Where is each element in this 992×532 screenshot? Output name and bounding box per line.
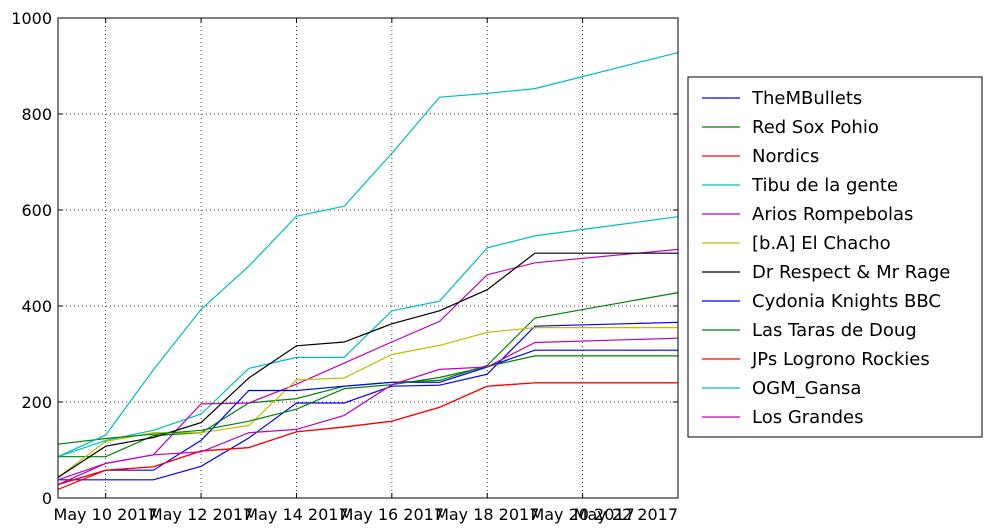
legend-label: Arios Rompebolas bbox=[752, 204, 913, 225]
series-line bbox=[57, 52, 679, 458]
grid-lines bbox=[58, 18, 679, 498]
y-tick-label: 400 bbox=[21, 297, 52, 316]
legend-label: JPs Logrono Rockies bbox=[751, 349, 930, 370]
legend-label: Dr Respect & Mr Rage bbox=[752, 262, 950, 283]
legend-label: Tibu de la gente bbox=[751, 175, 898, 196]
y-tick-label: 600 bbox=[21, 201, 52, 220]
legend-label: OGM_Gansa bbox=[752, 378, 861, 399]
y-axis: 0 200 400 600 800 1000 bbox=[11, 9, 678, 508]
legend: TheMBullets Red Sox Pohio Nordics Tibu de l… bbox=[687, 76, 983, 438]
legend-label: Nordics bbox=[752, 146, 819, 167]
series-line bbox=[57, 382, 678, 486]
x-tick-label: May 20 2017 bbox=[530, 505, 634, 524]
y-tick-label: 0 bbox=[42, 489, 52, 508]
legend-label: Las Taras de Doug bbox=[752, 320, 917, 341]
series-line bbox=[57, 252, 678, 478]
plot-area-frame bbox=[57, 17, 679, 499]
series-line bbox=[58, 321, 679, 481]
y-tick-label: 200 bbox=[21, 393, 52, 412]
legend-frame bbox=[687, 76, 983, 438]
series-line bbox=[57, 248, 679, 486]
legend-label: Los Grandes bbox=[752, 407, 864, 428]
x-tick-label: May 22 2017 bbox=[574, 505, 678, 524]
legend-label: TheMBullets bbox=[751, 88, 862, 109]
series-lines bbox=[57, 52, 679, 490]
x-tick-label: May 14 2017 bbox=[244, 505, 348, 524]
y-tick-label: 800 bbox=[21, 105, 52, 124]
series-line bbox=[57, 327, 678, 478]
series-line bbox=[57, 349, 678, 486]
x-tick-label: May 18 2017 bbox=[435, 505, 539, 524]
x-tick-label: May 16 2017 bbox=[340, 505, 444, 524]
legend-label: [b.A] El Chacho bbox=[752, 233, 891, 254]
legend-label: Cydonia Knights BBC bbox=[752, 291, 941, 312]
series-line bbox=[57, 216, 679, 458]
x-tick-label: May 12 2017 bbox=[149, 505, 253, 524]
legend-label: Red Sox Pohio bbox=[752, 117, 879, 138]
x-tick-label: May 10 2017 bbox=[54, 505, 158, 524]
series-line bbox=[57, 355, 678, 445]
y-tick-label: 1000 bbox=[11, 9, 52, 28]
series-line bbox=[58, 292, 679, 458]
series-line bbox=[57, 337, 679, 481]
